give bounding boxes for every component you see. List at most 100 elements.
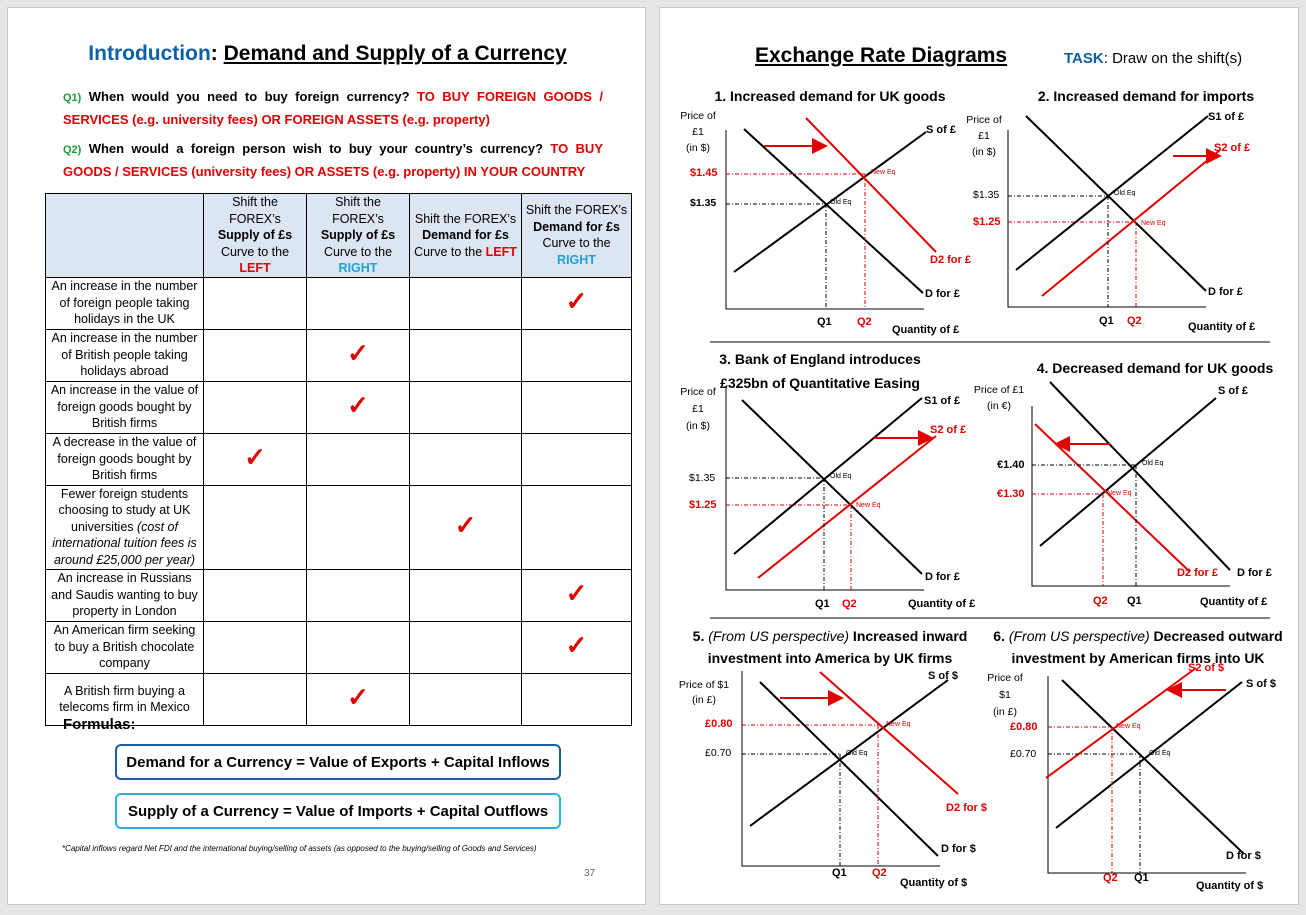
header-supply-left: Shift the FOREX’s Supply of £s Curve to … xyxy=(203,193,307,278)
table-row: An increase in the number of British peo… xyxy=(45,328,632,382)
answer-cell[interactable] xyxy=(306,276,410,330)
formula-demand: Demand for a Currency = Value of Exports… xyxy=(115,744,561,780)
scenario-cell: A British firm buying a telecoms firm in… xyxy=(45,672,204,726)
answer-cell[interactable]: ✓ xyxy=(203,432,307,486)
header-supply-right: Shift the FOREX’s Supply of £s Curve to … xyxy=(306,193,410,278)
answer-cell[interactable] xyxy=(409,380,522,434)
answer-cell[interactable] xyxy=(203,484,307,570)
c3-old-eq: Old Eq xyxy=(830,473,852,480)
c4-q1: Q1 xyxy=(1127,595,1142,607)
checkmark-icon: ✓ xyxy=(244,442,266,473)
c1-q1: Q1 xyxy=(817,316,832,328)
table-row: Fewer foreign students choosing to study… xyxy=(45,484,632,570)
q2-number: Q2) xyxy=(63,144,82,156)
c2-title: 2. Increased demand for imports xyxy=(1037,88,1255,104)
c5-price-old: £0.70 xyxy=(705,747,732,759)
answer-cell[interactable] xyxy=(521,484,632,570)
c1-supply-label: S of £ xyxy=(926,124,956,136)
diagrams-canvas xyxy=(710,115,1270,874)
checkmark-icon: ✓ xyxy=(565,630,588,661)
page-number: 37 xyxy=(584,868,596,879)
answer-cell[interactable] xyxy=(409,568,522,622)
scenario-text: An increase in the value of foreign good… xyxy=(50,383,199,431)
footnote: *Capital inflows regard Net FDI and the … xyxy=(62,844,537,853)
title-colon: : xyxy=(210,42,224,65)
answer-cell[interactable] xyxy=(409,276,522,330)
checkmark-icon: ✓ xyxy=(347,682,369,713)
answer-cell[interactable]: ✓ xyxy=(306,328,410,382)
answer-cell[interactable] xyxy=(306,484,410,570)
c6-supply-label: S of $ xyxy=(1246,678,1276,690)
answer-cell[interactable] xyxy=(203,672,307,726)
answer-cell[interactable] xyxy=(409,672,522,726)
answer-cell[interactable] xyxy=(203,620,307,674)
table-row: An increase in Russians and Saudis wanti… xyxy=(45,568,632,622)
answer-cell[interactable]: ✓ xyxy=(409,484,522,570)
c6-q1: Q1 xyxy=(1134,872,1149,884)
c5-q2: Q2 xyxy=(872,867,887,879)
diagrams-title: Exchange Rate Diagrams xyxy=(755,44,1008,67)
answer-cell[interactable] xyxy=(306,620,410,674)
c6-price-new: £0.80 xyxy=(1010,721,1038,733)
c6-demand-line xyxy=(1061,679,1245,855)
answer-cell[interactable] xyxy=(306,432,410,486)
checkmark-icon: ✓ xyxy=(347,338,369,369)
answer-cell[interactable]: ✓ xyxy=(306,380,410,434)
c3-supply2-label: S2 of £ xyxy=(930,424,967,436)
c2-price-new: $1.25 xyxy=(973,216,1001,228)
answer-cell[interactable] xyxy=(521,328,632,382)
table-header-row: Shift the FOREX’s Supply of £s Curve to … xyxy=(45,193,632,278)
page-title: Introduction: Demand and Supply of a Cur… xyxy=(8,42,647,66)
c2-supply1-label: S1 of £ xyxy=(1208,111,1245,123)
c3-q2: Q2 xyxy=(842,598,857,610)
scenario-note: (cost of international tuition fees is a… xyxy=(52,519,197,567)
table-header-blank xyxy=(45,193,204,278)
c5-ylabel: Price of $1 (in £) xyxy=(678,679,730,706)
answer-cell[interactable] xyxy=(521,672,632,726)
title-intro: Introduction xyxy=(88,42,211,65)
c3-supply1-label: S1 of £ xyxy=(924,395,961,407)
answer-cell[interactable] xyxy=(203,328,307,382)
scenario-text: An increase in the number of British peo… xyxy=(51,331,198,379)
answer-cell[interactable] xyxy=(521,380,632,434)
c4-new-eq: New Eq xyxy=(1107,490,1132,497)
answer-cell[interactable] xyxy=(409,432,522,486)
answer-cell[interactable] xyxy=(409,328,522,382)
c4-demand-label: D for £ xyxy=(1237,567,1272,579)
scenario-cell: A decrease in the value of foreign goods… xyxy=(45,432,204,486)
c3-price-new: $1.25 xyxy=(689,499,717,511)
answer-cell[interactable]: ✓ xyxy=(521,620,632,674)
answer-cell[interactable] xyxy=(409,620,522,674)
answer-cell[interactable]: ✓ xyxy=(521,276,632,330)
answer-cell[interactable] xyxy=(521,432,632,486)
formula-supply: Supply of a Currency = Value of Imports … xyxy=(115,793,561,829)
answer-cell[interactable]: ✓ xyxy=(521,568,632,622)
scenario-text: An American firm seeking to buy a Britis… xyxy=(53,623,196,671)
c6-demand-label: D for $ xyxy=(1226,850,1261,862)
answer-cell[interactable] xyxy=(203,276,307,330)
c5-price-new: £0.80 xyxy=(705,718,733,730)
shift-table: Shift the FOREX’s Supply of £s Curve to … xyxy=(45,193,632,726)
answer-cell[interactable] xyxy=(203,568,307,622)
c6-old-eq: Old Eq xyxy=(1149,750,1171,757)
answer-cell[interactable] xyxy=(203,380,307,434)
c2-supply1-line xyxy=(1015,115,1209,271)
scenario-text: Fewer foreign students choosing to study… xyxy=(58,486,191,534)
c3-xlabel: Quantity of £ xyxy=(908,598,976,610)
header-demand-left: Shift the FOREX’s Demand for £s Curve to… xyxy=(409,193,522,278)
scenario-cell: Fewer foreign students choosing to study… xyxy=(45,484,204,570)
c5-xlabel: Quantity of $ xyxy=(900,877,968,889)
c2-supply2-label: S2 of £ xyxy=(1214,142,1251,154)
c6-xlabel: Quantity of $ xyxy=(1196,880,1264,892)
answer-cell[interactable]: ✓ xyxy=(306,672,410,726)
c2-demand-label: D for £ xyxy=(1208,286,1243,298)
c4-supply-label: S of £ xyxy=(1218,385,1248,397)
table-row: A British firm buying a telecoms firm in… xyxy=(45,672,632,726)
c4-title: 4. Decreased demand for UK goods xyxy=(1036,360,1274,376)
c6-title: 6. (From US perspective) Decreased outwa… xyxy=(993,628,1283,666)
answer-cell[interactable] xyxy=(306,568,410,622)
question-2: Q2) When would a foreign person wish to … xyxy=(63,138,603,183)
c5-q1: Q1 xyxy=(832,867,847,879)
header-demand-right: Shift the FOREX’s Demand for £s Curve to… xyxy=(521,193,632,278)
c4-demand2-label: D2 for £ xyxy=(1177,567,1218,579)
